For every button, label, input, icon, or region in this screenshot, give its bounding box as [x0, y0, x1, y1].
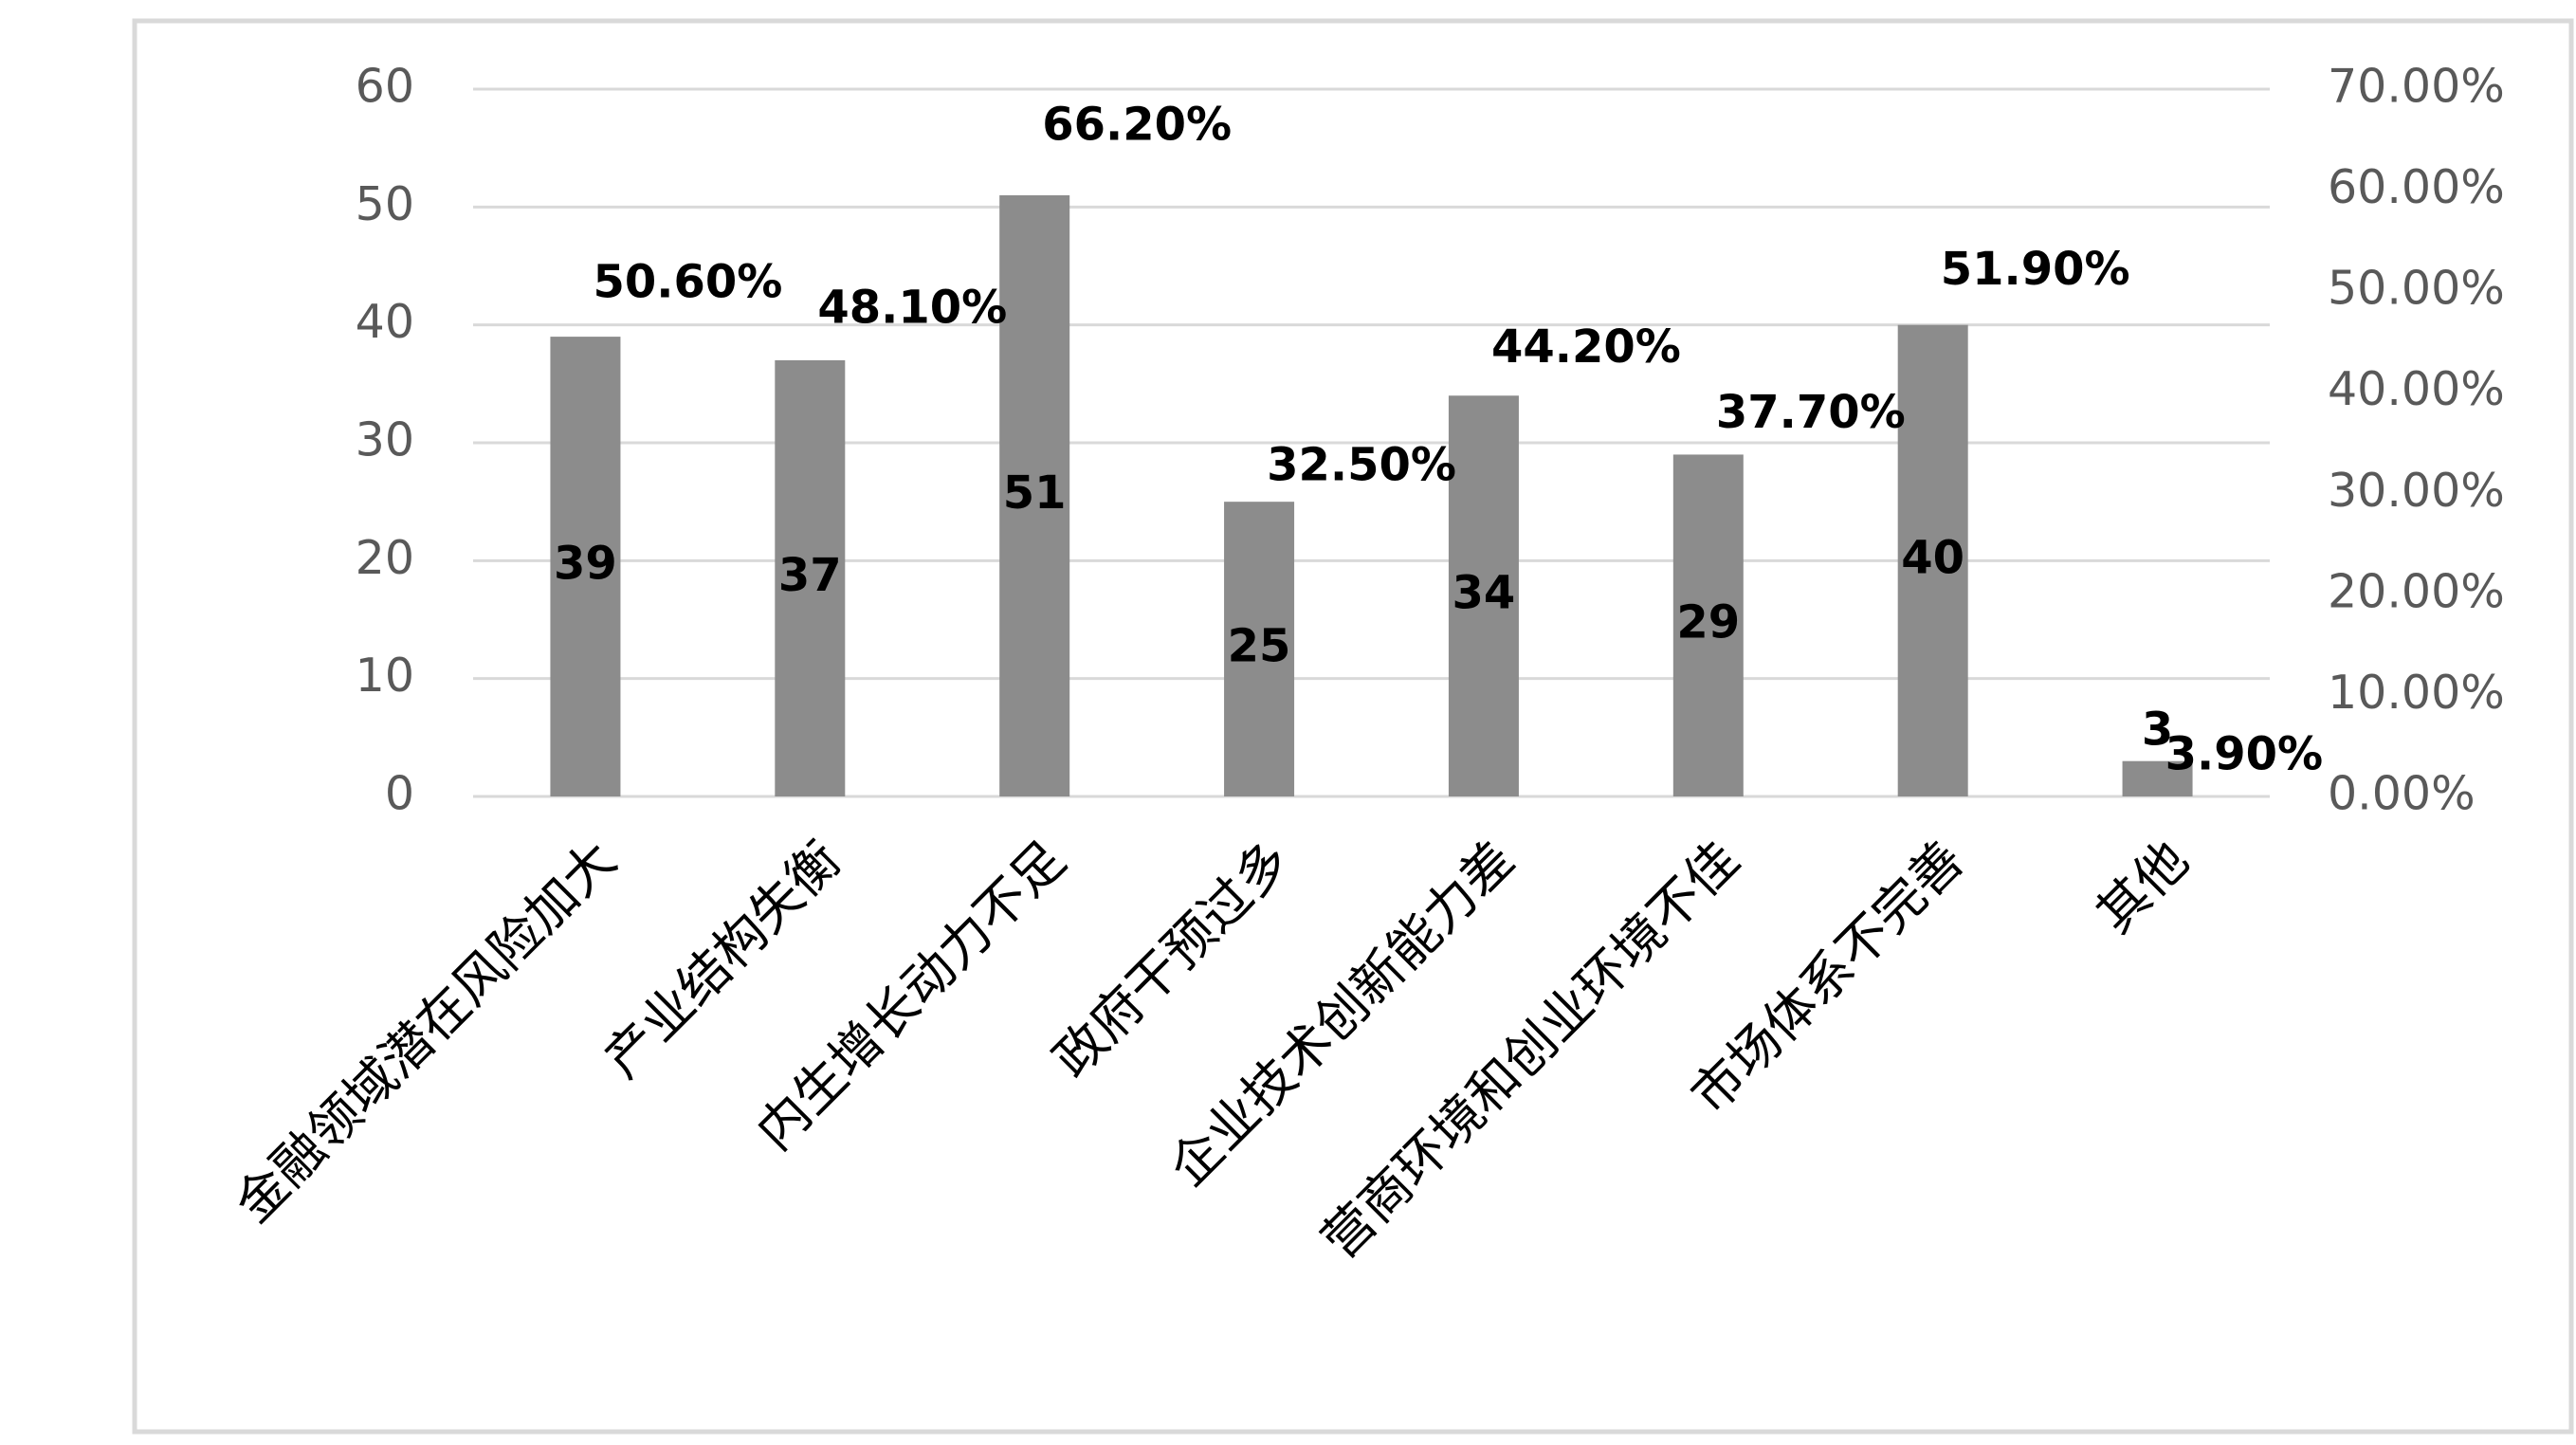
value-label: 66.20%: [1042, 98, 1232, 151]
value-label: 48.10%: [817, 281, 1007, 334]
y-tick-label: 40: [356, 295, 414, 349]
bar: [775, 359, 846, 796]
value-label: 3.90%: [2165, 727, 2324, 780]
y2-tick-label: 20.00%: [2328, 564, 2505, 618]
y2-tick-label: 30.00%: [2328, 464, 2505, 518]
value-label: 37.70%: [1716, 386, 1906, 439]
y-tick-label: 0: [385, 767, 414, 821]
chart-border: [132, 18, 2574, 1435]
bar: [550, 337, 621, 796]
value-label: 32.50%: [1267, 439, 1456, 492]
value-label: 44.20%: [1491, 320, 1681, 374]
y-tick-label: 30: [356, 413, 414, 467]
bar: [1672, 454, 1744, 796]
value-label: 51.90%: [1941, 243, 2130, 296]
bar-label: 34: [1452, 567, 1516, 620]
bar-label: 40: [1901, 531, 1964, 584]
y-tick-label: 10: [356, 649, 414, 703]
bar: [1448, 395, 1519, 796]
value-label: 50.60%: [593, 256, 782, 309]
y2-tick-label: 70.00%: [2328, 60, 2505, 114]
y-tick-label: 60: [356, 60, 414, 114]
y2-tick-label: 60.00%: [2328, 160, 2505, 214]
y2-tick-label: 10.00%: [2328, 666, 2505, 720]
bar-label: 29: [1676, 596, 1740, 649]
bar: [1897, 324, 1968, 796]
bar: [999, 194, 1070, 796]
y2-tick-label: 0.00%: [2328, 767, 2476, 821]
y2-tick-label: 50.00%: [2328, 262, 2505, 316]
y2-tick-label: 40.00%: [2328, 362, 2505, 416]
bar-label: 37: [778, 549, 842, 602]
bar-label: 51: [1003, 466, 1067, 520]
bar-label: 25: [1228, 620, 1291, 673]
bar: [2122, 760, 2193, 796]
y-tick-label: 20: [356, 531, 414, 585]
y-tick-label: 50: [356, 177, 414, 231]
bar: [1224, 502, 1295, 796]
bar-label: 39: [554, 538, 617, 591]
bar-label: 3: [2142, 704, 2173, 757]
